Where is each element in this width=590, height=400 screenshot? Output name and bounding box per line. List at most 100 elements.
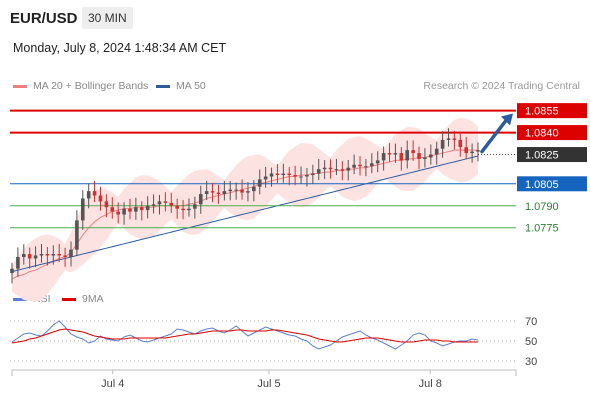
- ma50-line: [11, 155, 479, 273]
- candle-body: [446, 138, 451, 140]
- legend-swatch-9ma: [62, 297, 76, 301]
- candle-body: [322, 167, 327, 170]
- candle-body: [240, 189, 244, 193]
- candle-body: [423, 157, 427, 159]
- candle-body: [86, 191, 91, 199]
- candle-body: [16, 256, 20, 269]
- candle-body: [452, 138, 457, 140]
- candle-body: [39, 254, 44, 256]
- candle-body: [405, 150, 410, 161]
- rsi-tick-70: 70: [525, 316, 537, 328]
- candle-body: [10, 268, 14, 274]
- candle-body: [27, 254, 32, 259]
- candle-body: [375, 160, 380, 164]
- legend-swatch-ma50: [156, 84, 170, 88]
- candle-body: [293, 175, 297, 177]
- bollinger-band: [12, 118, 478, 303]
- candle-body: [358, 164, 362, 167]
- legend-bollinger: MA 20 + Bollinger Bands: [13, 80, 148, 92]
- candle-body: [92, 191, 97, 196]
- candle-body: [21, 254, 26, 257]
- candle-body: [110, 207, 115, 212]
- level-tag-1.0825: [517, 147, 587, 163]
- candle-body: [340, 169, 345, 171]
- level-label-1.0825: 1.0825: [525, 150, 559, 162]
- level-label-1.0855: 1.0855: [525, 106, 559, 118]
- candle-body: [476, 150, 480, 152]
- rsi-line: [11, 320, 479, 350]
- candle-body: [305, 175, 309, 177]
- candle-body: [181, 208, 185, 211]
- candle-body: [222, 191, 227, 195]
- candle-body: [352, 164, 356, 168]
- candle-body: [210, 191, 215, 193]
- legend-swatch-rsi: [13, 297, 27, 301]
- instrument-title: EUR/USD: [10, 10, 78, 27]
- candle-body: [57, 254, 61, 256]
- candle-body: [440, 139, 445, 149]
- candle-body: [198, 194, 203, 205]
- rsi-9ma-line: [11, 328, 478, 344]
- candle-body: [411, 150, 415, 154]
- legend-ma50: MA 50: [156, 80, 206, 92]
- candle-body: [169, 202, 174, 206]
- level-tag-1.0805: [517, 176, 587, 192]
- x-tick-label-Jul 5: Jul 5: [257, 378, 280, 390]
- legend-label-ma50: MA 50: [176, 80, 206, 92]
- candle-body: [252, 186, 256, 192]
- candle-body: [458, 139, 463, 148]
- legend-label-9ma: 9MA: [82, 293, 104, 305]
- x-tick-label-Jul 4: Jul 4: [101, 378, 124, 390]
- candle-body: [193, 204, 197, 209]
- candle-body: [139, 207, 144, 211]
- candle-body: [122, 208, 126, 215]
- candle-body: [75, 220, 79, 250]
- candle-body: [299, 176, 303, 178]
- legend-swatch-bollinger: [13, 84, 27, 88]
- projection-arrow-shaft: [480, 118, 508, 154]
- candle-body: [246, 191, 250, 193]
- candle-body: [275, 173, 280, 176]
- level-label-1.0775: 1.0775: [525, 223, 559, 235]
- candle-body: [417, 153, 421, 159]
- candle-body: [281, 173, 286, 176]
- candle-body: [228, 189, 233, 192]
- candle-body: [104, 201, 109, 208]
- candle-body: [98, 195, 103, 202]
- level-label-1.0840: 1.0840: [525, 128, 559, 140]
- timeframe-badge[interactable]: 30 MIN: [82, 7, 133, 29]
- candle-body: [80, 198, 85, 221]
- candle-body: [346, 167, 351, 171]
- level-tag-1.0855: [517, 103, 587, 119]
- candle-body: [316, 169, 321, 174]
- level-label-1.0790: 1.0790: [525, 201, 559, 213]
- candle-body: [257, 179, 262, 187]
- candle-body: [116, 211, 120, 215]
- legend-label-bollinger: MA 20 + Bollinger Bands: [33, 80, 149, 92]
- level-tag-1.0840: [517, 125, 587, 141]
- candle-body: [464, 147, 469, 154]
- legend-9ma: 9MA: [62, 293, 104, 305]
- candle-body: [175, 205, 179, 209]
- rsi-tick-50: 50: [525, 336, 537, 348]
- candle-body: [370, 163, 374, 167]
- candle-body: [387, 153, 392, 155]
- candle-body: [216, 192, 221, 195]
- candle-body: [145, 205, 150, 211]
- candle-body: [470, 151, 474, 154]
- candle-body: [381, 153, 386, 161]
- candle-body: [399, 153, 404, 161]
- candle-body: [364, 166, 368, 168]
- candle-body: [69, 249, 73, 257]
- rsi-tick-30: 30: [525, 356, 537, 368]
- x-tick-label-Jul 8: Jul 8: [419, 378, 442, 390]
- candle-body: [63, 255, 67, 257]
- candle-body: [134, 207, 138, 212]
- candle-body: [45, 254, 50, 256]
- candle-body: [328, 167, 333, 170]
- candle-body: [334, 169, 339, 171]
- candle-body: [163, 201, 168, 203]
- candle-body: [128, 208, 132, 212]
- candle-body: [429, 154, 433, 158]
